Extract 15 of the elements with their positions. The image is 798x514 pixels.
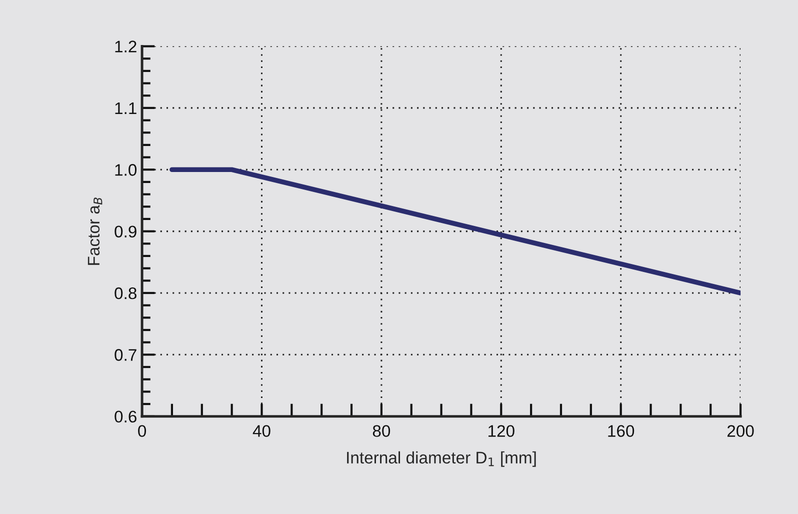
x-axis-title: Internal diameter D$_{1}$ [mm] <box>347 451 536 467</box>
x-tick-label: 200 <box>727 425 754 437</box>
x-tick-label: 120 <box>488 425 514 437</box>
x-tick-label: 80 <box>372 425 390 437</box>
y-tick-label: 1.2 <box>115 40 136 52</box>
y-tick-label: 1.1 <box>115 102 136 114</box>
y-tick-label: 1.0 <box>115 164 137 176</box>
y-axis-title: Factor a$_{B}$ <box>88 198 102 265</box>
x-tick-label: 160 <box>608 425 634 437</box>
x-tick-label: 0 <box>138 425 146 437</box>
y-tick-label: 0.8 <box>114 287 136 300</box>
x-tick-label: 40 <box>252 425 270 437</box>
y-tick-label: 0.9 <box>114 226 136 238</box>
y-tick-label: 0.7 <box>114 349 136 361</box>
y-tick-label: 0.6 <box>114 410 136 423</box>
